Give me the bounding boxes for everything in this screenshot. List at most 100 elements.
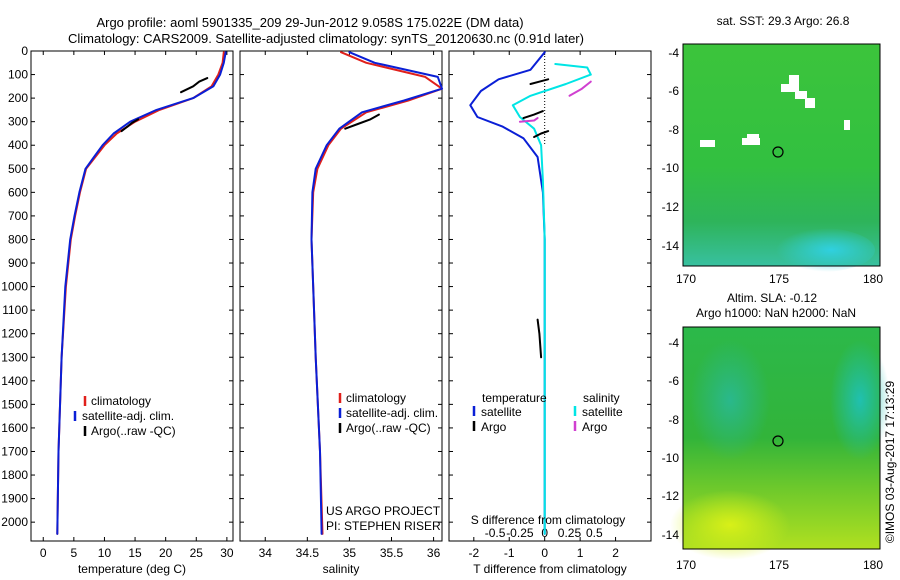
sla-argo-location-marker: [772, 435, 784, 447]
difference-profile-panel: -2 -1 0 1 2-0.5 -0.25 0 0.25 0.5T difference fro…: [448, 50, 652, 576]
sst-y-ticks: -4 -6 -8 -10 -12 -14: [662, 46, 680, 253]
ytick-label: 0: [21, 44, 28, 58]
xtick-label: -2: [468, 546, 479, 560]
ytick-label: 2000: [1, 515, 28, 529]
xtick-label: 30: [220, 546, 234, 560]
xtick-label: 35: [343, 546, 357, 560]
xtick-label: 36: [427, 546, 441, 560]
ytick-label: 800: [8, 232, 28, 246]
sst-xtick-180: 180: [863, 272, 883, 286]
x-axis-label: T difference from climatology: [473, 562, 627, 576]
legend-argo: Argo(..raw -QC): [91, 424, 176, 438]
xtick-label: 0: [541, 546, 548, 560]
sla-ytick-10: -10: [662, 451, 680, 465]
series-line-satellite: [469, 51, 546, 535]
sla-ytick-8: -8: [668, 413, 679, 427]
ytick-label: 100: [8, 68, 28, 82]
xtick-label: 34.5: [296, 546, 320, 560]
x2tick-label: -0.25: [506, 526, 534, 540]
xtick-label: 35.5: [380, 546, 404, 560]
panel-frame: [239, 50, 443, 542]
figure-title-line1: Argo profile: aoml 5901335_209 29-Jun-20…: [96, 15, 523, 30]
sst-map-panel: sat. SST: 29.3 Argo: 26.8 170 175 180 -4…: [662, 14, 884, 286]
x2tick-label: 0.25: [558, 526, 582, 540]
series-line-satellite: [511, 63, 592, 535]
ytick-label: 600: [8, 185, 28, 199]
xtick-label: 0: [40, 546, 47, 560]
ytick-label: 1000: [1, 280, 28, 294]
sst-cloud-mask: [700, 75, 850, 147]
series-line-argo: [518, 117, 539, 123]
legend-satellite-adj: satellite-adj. clim.: [82, 409, 174, 423]
series-line-argo: [533, 130, 550, 138]
x2tick-label: -0.5: [485, 526, 506, 540]
sla-xtick-180: 180: [863, 558, 883, 572]
panel-frame: [30, 50, 234, 542]
sla-xtick-170: 170: [676, 558, 696, 572]
ytick-label: 200: [8, 91, 28, 105]
figure-title-line2: Climatology: CARS2009. Satellite-adjuste…: [68, 31, 584, 46]
ytick-label: 1400: [1, 374, 28, 388]
ytick-label: 1100: [2, 303, 28, 317]
sst-map-title: sat. SST: 29.3 Argo: 26.8: [717, 14, 850, 28]
ytick-label: 500: [8, 162, 28, 176]
ytick-label: 1700: [1, 444, 28, 458]
legend-satellite-adj-s: satellite-adj. clim.: [346, 406, 438, 420]
s-difference-axis-label: S difference from climatology: [471, 513, 626, 527]
series-line-satellite-adj-clim-: [310, 51, 443, 535]
sla-x-ticks: 170 175 180: [676, 558, 883, 572]
xtick-label: 15: [128, 546, 142, 560]
project-line1: US ARGO PROJECT: [326, 504, 441, 518]
series-line-argo: [529, 78, 550, 85]
series-line-argo: [568, 80, 592, 97]
sla-ytick-12: -12: [662, 489, 680, 503]
ytick-label: 300: [8, 115, 28, 129]
sla-map-title: Altim. SLA: -0.12: [727, 291, 817, 305]
xtick-label: 10: [98, 546, 112, 560]
series-line-argo-raw-qc-: [344, 113, 380, 130]
series-line-argo: [536, 318, 543, 359]
x2tick-label: 0.5: [586, 526, 603, 540]
legend-argo-s: Argo(..raw -QC): [346, 421, 431, 435]
sla-y-ticks: -4 -6 -8 -10 -12 -14: [662, 336, 680, 542]
temperature-profile-panel: 0100200300400500600700800900100011001200…: [1, 44, 234, 576]
sst-xtick-175: 175: [769, 272, 789, 286]
ytick-label: 1800: [1, 468, 28, 482]
temperature-legend: climatology satellite-adj. clim. Argo(..…: [73, 394, 176, 438]
legend-s-argo: Argo: [582, 420, 608, 434]
sla-ytick-14: -14: [662, 528, 680, 542]
legend-title-salinity: salinity: [583, 391, 620, 405]
panel-frame: [448, 50, 652, 542]
series-line-climatology: [56, 51, 225, 535]
sst-ytick-4: -4: [668, 46, 679, 60]
legend-title-temperature: temperature: [482, 391, 547, 405]
sst-ytick-8: -8: [668, 123, 679, 137]
salinity-legend: climatology satellite-adj. clim. Argo(..…: [338, 391, 438, 435]
sst-ytick-10: -10: [662, 161, 680, 175]
legend-climatology-s: climatology: [346, 391, 406, 405]
xtick-label: 20: [159, 546, 173, 560]
sst-x-ticks: 170 175 180: [676, 272, 883, 286]
sla-ytick-4: -4: [668, 336, 679, 350]
imos-timestamp: ©IMOS 03-Aug-2017 17:13:29: [883, 381, 897, 544]
series-line-satellite-adj-clim-: [56, 51, 227, 535]
project-line2: PI: STEPHEN RISER: [326, 519, 441, 533]
ytick-label: 700: [8, 209, 28, 223]
sst-ytick-12: -12: [662, 200, 680, 214]
legend-climatology: climatology: [91, 394, 151, 408]
series-line-argo: [522, 110, 544, 120]
sst-argo-location-marker: [772, 146, 784, 158]
series-line-argo-raw-qc-: [180, 77, 209, 94]
sst-xtick-170: 170: [676, 272, 696, 286]
sla-map-subtitle: Argo h1000: NaN h2000: NaN: [696, 306, 856, 320]
difference-legend: temperature salinity satellite Argo sate…: [472, 391, 623, 434]
sla-map-panel: Altim. SLA: -0.12 Argo h1000: NaN h2000:…: [662, 291, 890, 572]
xtick-label: 25: [190, 546, 204, 560]
sst-ytick-6: -6: [668, 84, 679, 98]
xtick-label: -1: [504, 546, 515, 560]
xtick-label: 34: [259, 546, 273, 560]
ytick-label: 1500: [1, 397, 28, 411]
series-line-climatology: [310, 51, 443, 535]
ytick-label: 1900: [1, 492, 28, 506]
